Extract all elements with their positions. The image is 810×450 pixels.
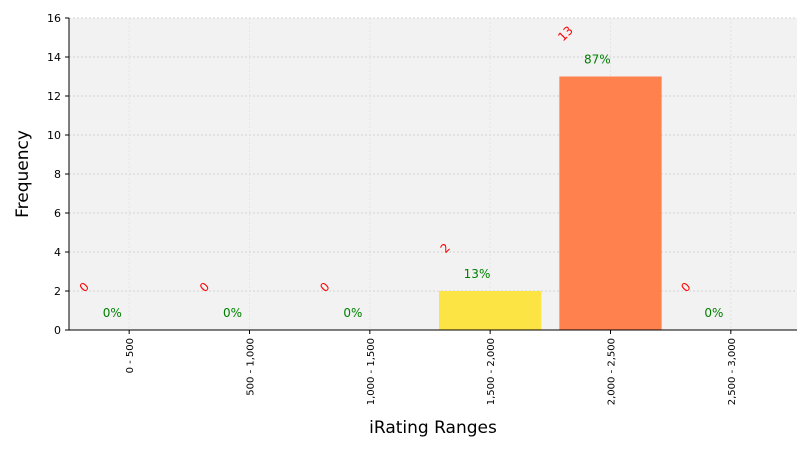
bar-percent-label: 13% [464,267,491,281]
x-tick-label: 2,500 - 3,000 [727,338,738,405]
y-tick-label: 10 [47,129,61,142]
bar-percent-label: 0% [223,306,242,320]
y-tick-label: 8 [54,168,61,181]
y-tick-label: 12 [47,90,61,103]
y-tick-label: 14 [47,51,61,64]
bars [439,76,662,330]
x-tick-label: 2,000 - 2,500 [606,338,617,405]
y-tick-labels: 0 2 4 6 8 10 12 14 16 [47,12,61,337]
bar [559,76,662,330]
x-tick-label: 1,000 - 1,500 [366,338,377,405]
bar [439,291,542,330]
bar-percent-label: 0% [343,306,362,320]
x-tick-label: 0 - 500 [125,338,136,373]
percent-labels: 0% 0% 0% 13% 87% 0% [103,53,724,321]
x-tick-label: 1,500 - 2,000 [486,338,497,405]
y-tick-label: 0 [54,324,61,337]
x-tick-labels: 0 - 500 500 - 1,000 1,000 - 1,500 1,500 - 2… [125,338,738,405]
bar-percent-label: 0% [103,306,122,320]
y-tick-label: 16 [47,12,61,25]
bar-percent-label: 87% [584,53,611,67]
y-tick-label: 2 [54,285,61,298]
x-tick-label: 500 - 1,000 [245,338,256,396]
axes [65,17,797,334]
y-tick-label: 4 [54,246,61,259]
x-axis-title: iRating Ranges [369,418,497,438]
y-axis-title: Frequency [13,130,33,218]
y-tick-label: 6 [54,207,61,220]
bar-percent-label: 0% [704,306,723,320]
